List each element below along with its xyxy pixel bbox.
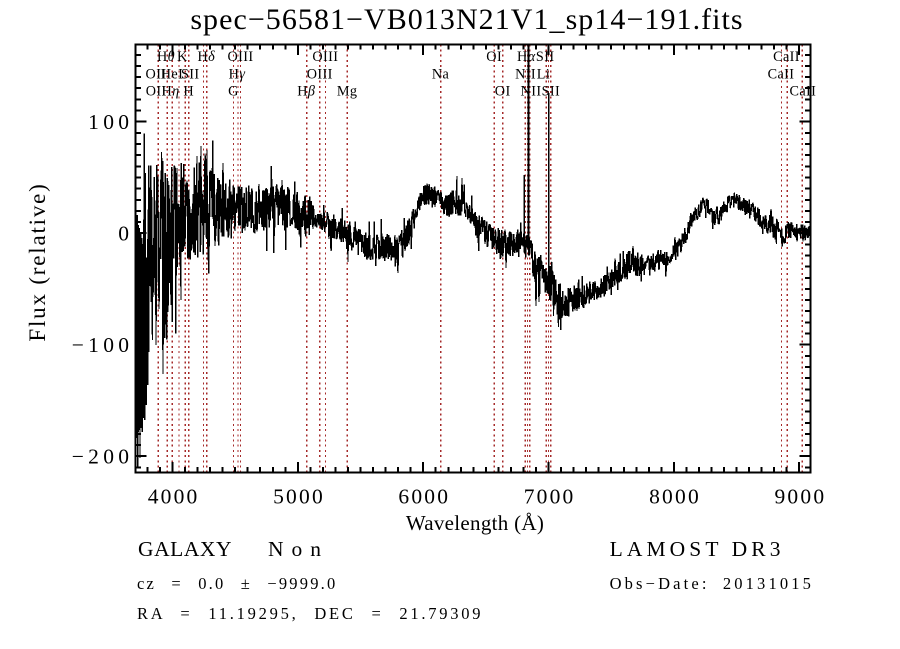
svg-text:−200: −200 [72,445,134,469]
svg-text:Hδ: Hδ [197,49,215,65]
svg-text:G: G [228,84,239,100]
svg-text:CaII: CaII [768,67,795,83]
svg-text:Mg: Mg [337,84,358,100]
svg-text:5000: 5000 [273,485,325,509]
svg-text:Hα: Hα [517,49,536,65]
svg-text:Li: Li [537,67,550,83]
svg-text:−100: −100 [72,333,134,357]
svg-text:NII: NII [515,67,536,83]
svg-text:8000: 8000 [649,485,701,509]
svg-text:100: 100 [88,110,133,134]
svg-text:0: 0 [118,222,133,246]
svg-text:OIII: OIII [312,49,338,65]
svg-text:Hβ: Hβ [297,84,316,100]
svg-text:H: H [183,84,194,100]
svg-text:CaII: CaII [789,84,816,100]
svg-text:HeI: HeI [161,67,183,83]
svg-text:SII: SII [536,49,555,65]
svg-text:cz = 0.0 ± −9999.0: cz = 0.0 ± −9999.0 [137,574,337,593]
svg-text:OI: OI [495,84,511,100]
svg-text:OII: OII [146,67,167,83]
svg-text:OIII: OIII [227,49,253,65]
svg-text:NII: NII [521,84,542,100]
svg-text:OII: OII [146,84,167,100]
svg-text:Wavelength (Å): Wavelength (Å) [406,511,544,535]
svg-text:CaII: CaII [773,49,800,65]
svg-text:Non: Non [268,537,329,561]
svg-text:SII: SII [542,84,561,100]
svg-text:4000: 4000 [148,485,200,509]
svg-text:Hθ: Hθ [157,49,175,65]
svg-text:RA = 11.19295, DEC = 21.7930: RA = 11.19295, DEC = 21.79309 [137,604,483,623]
svg-text:SII: SII [181,67,200,83]
svg-text:9000: 9000 [774,485,826,509]
svg-text:Flux (relative): Flux (relative) [25,182,50,341]
svg-text:GALAXY: GALAXY [138,537,232,561]
svg-text:Hη: Hη [161,84,179,100]
svg-text:K: K [177,49,188,65]
svg-text:LAMOST DR3: LAMOST DR3 [610,537,785,561]
svg-text:Obs−Date: 20131015: Obs−Date: 20131015 [610,574,814,593]
svg-text:6000: 6000 [398,485,450,509]
svg-text:Na: Na [432,67,450,83]
svg-text:OI: OI [486,49,502,65]
svg-text:7000: 7000 [524,485,576,509]
svg-text:Hγ: Hγ [229,67,246,83]
svg-text:spec−56581−VB013N21V1_sp14−191: spec−56581−VB013N21V1_sp14−191.fits [190,3,743,36]
svg-text:OIII: OIII [307,67,333,83]
